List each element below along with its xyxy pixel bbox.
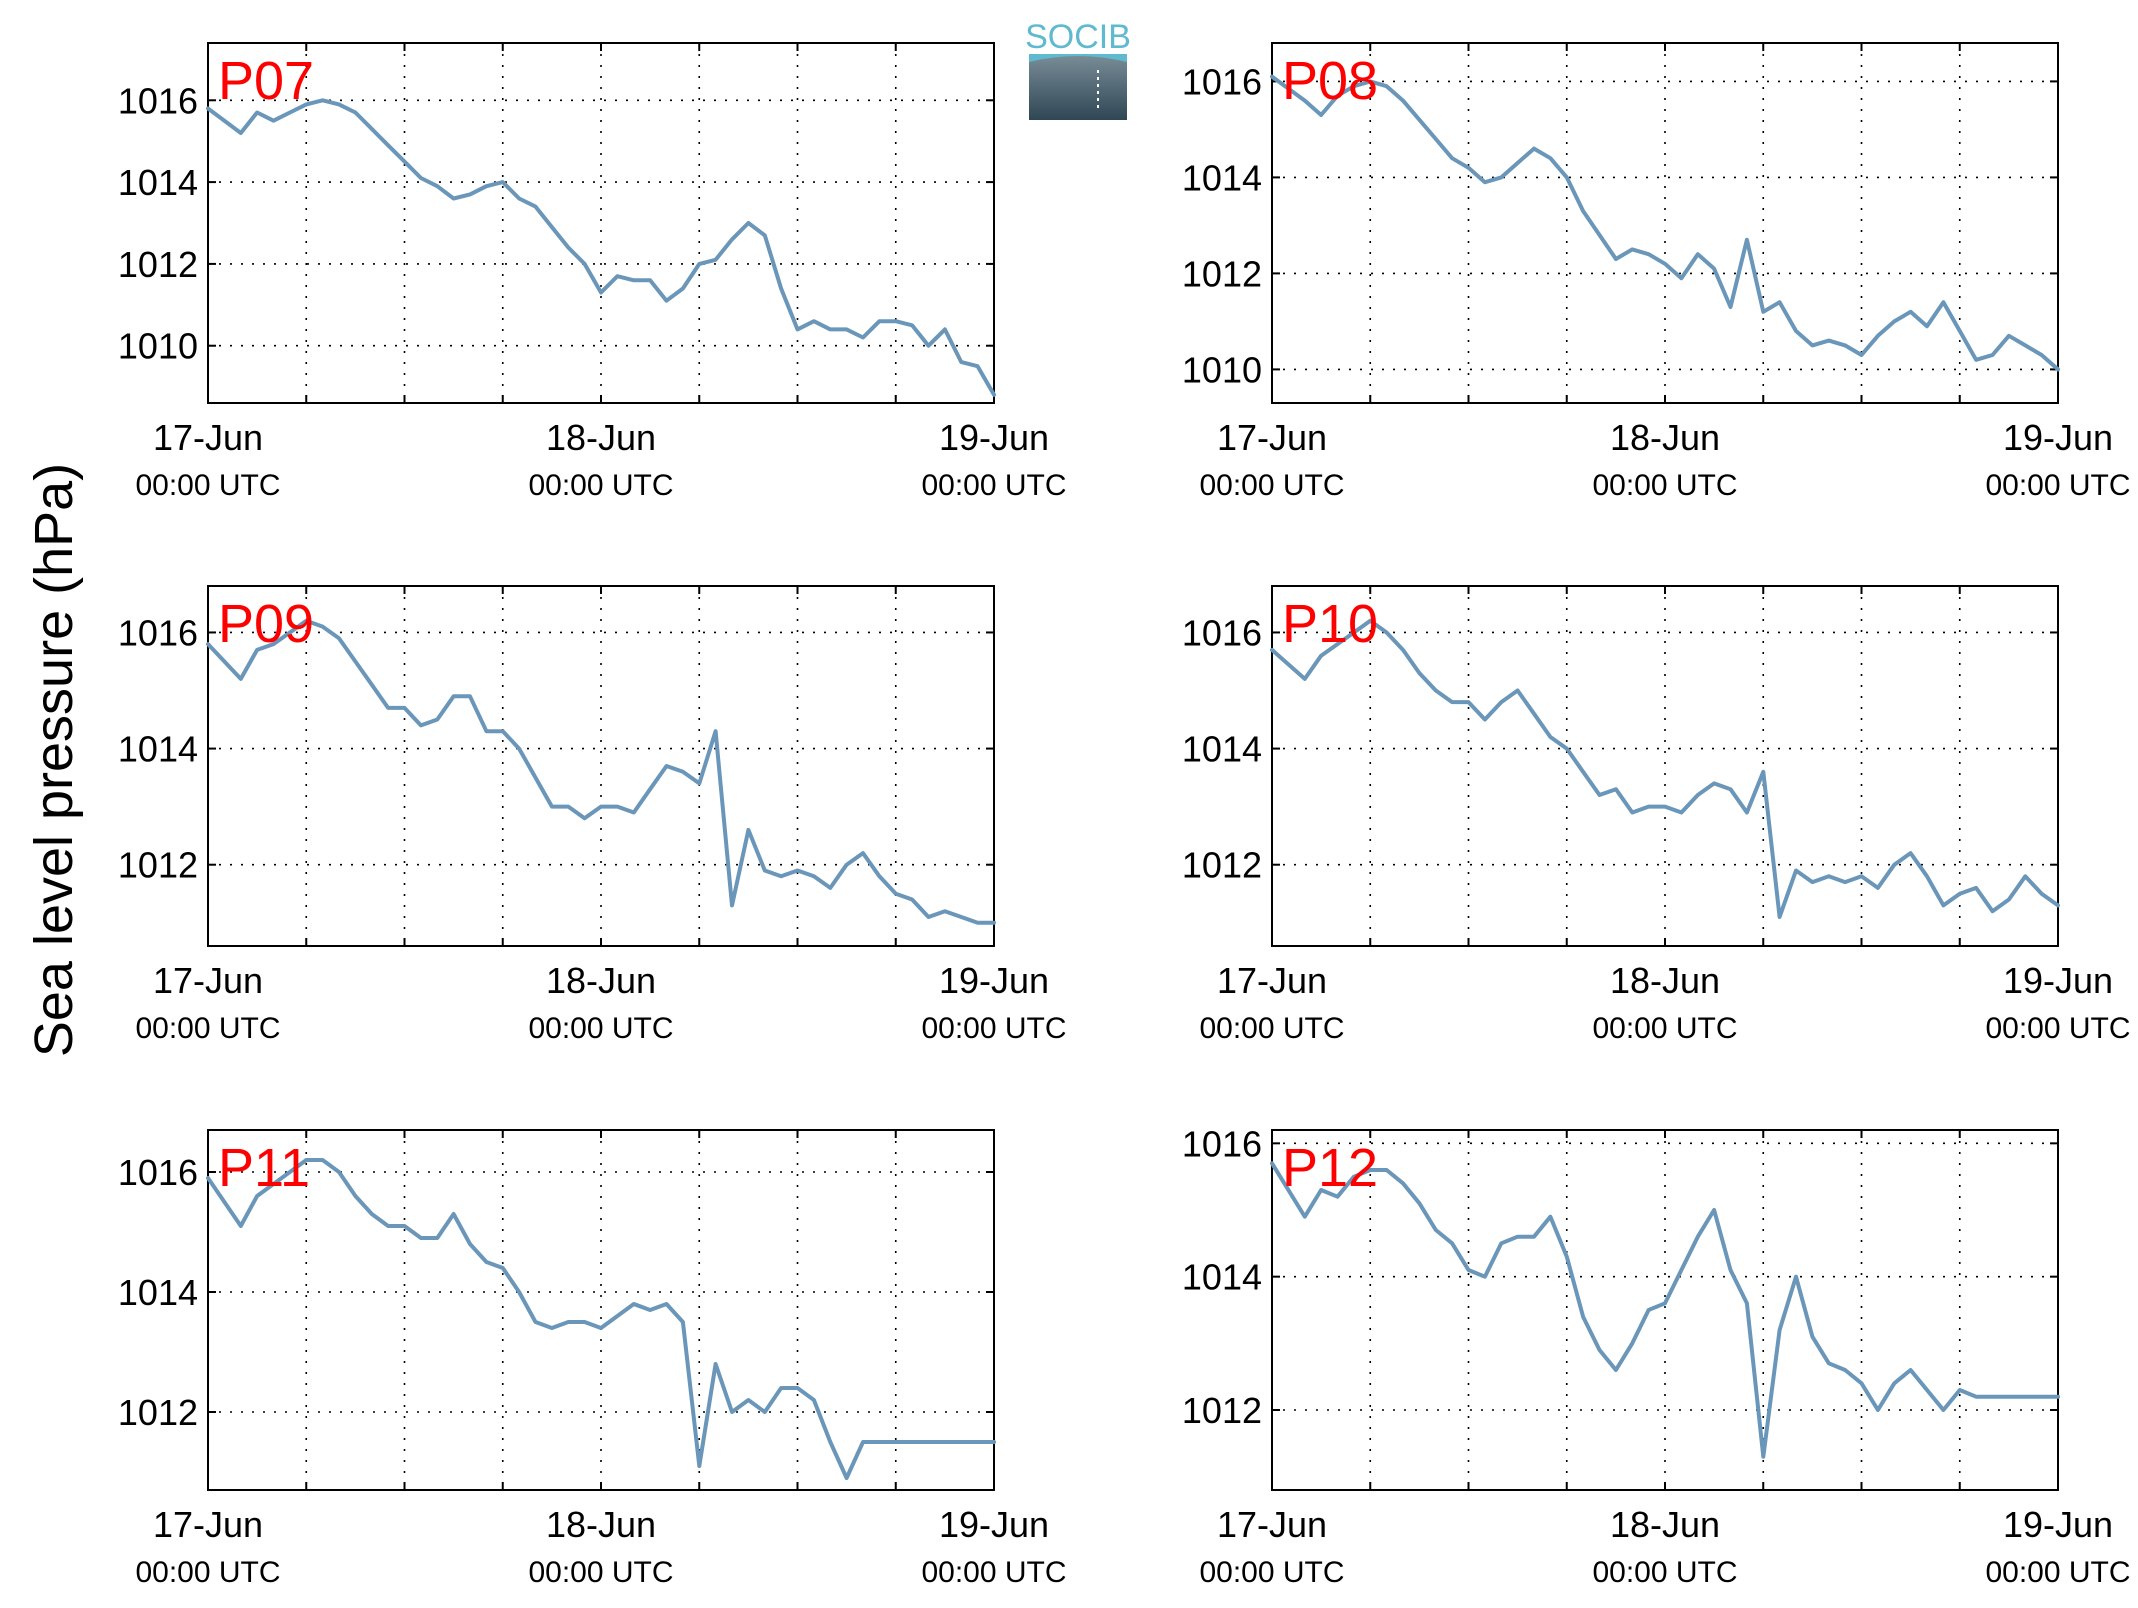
socib-logo: SOCIB (1025, 18, 1131, 120)
y-tick-label: 1014 (118, 1272, 198, 1313)
x-tick-label-time: 00:00 UTC (528, 469, 673, 502)
y-tick-label: 1010 (1182, 349, 1262, 390)
y-tick-label: 1014 (118, 162, 198, 203)
x-tick-label-date: 19-Jun (2003, 417, 2113, 458)
station-label: P11 (218, 1138, 310, 1198)
x-tick-label-time: 00:00 UTC (135, 1556, 280, 1589)
x-tick-label-date: 19-Jun (939, 1504, 1049, 1545)
y-tick-label: 1016 (1182, 61, 1262, 102)
x-tick-label-time: 00:00 UTC (1985, 469, 2130, 502)
x-tick-label-time: 00:00 UTC (1592, 1012, 1737, 1045)
x-tick-label-time: 00:00 UTC (921, 1556, 1066, 1589)
axes-frame (207, 585, 995, 947)
x-tick-label-date: 18-Jun (546, 960, 656, 1001)
y-tick-label: 1016 (1182, 612, 1262, 653)
x-tick-label-date: 17-Jun (1217, 960, 1327, 1001)
x-tick-label-time: 00:00 UTC (135, 469, 280, 502)
station-label: P08 (1282, 51, 1378, 111)
x-tick-label-date: 17-Jun (153, 960, 263, 1001)
x-tick-label-time: 00:00 UTC (1199, 1556, 1344, 1589)
x-tick-label-date: 17-Jun (1217, 1504, 1327, 1545)
series-line-p07 (206, 98, 996, 397)
x-tick-label-time: 00:00 UTC (921, 469, 1066, 502)
chart-panel-p12: 1012 1014 1016 17-Jun 00:00 UTC 18-Jun 00:00 U… (1182, 1123, 2131, 1589)
x-tick-label-time: 00:00 UTC (1592, 469, 1737, 502)
x-tick-label-date: 18-Jun (1610, 1504, 1720, 1545)
x-tick-label-time: 00:00 UTC (1985, 1012, 2130, 1045)
y-tick-label: 1014 (1182, 157, 1262, 198)
series-line-p10 (1270, 618, 2060, 919)
x-tick-label-time: 00:00 UTC (528, 1556, 673, 1589)
y-tick-label: 1012 (118, 1392, 198, 1433)
station-label: P10 (1282, 594, 1378, 654)
chart-panel-p09: 1012 1014 1016 17-Jun 00:00 UTC 18-Jun 00:00 U… (118, 585, 1067, 1045)
x-tick-label-time: 00:00 UTC (1199, 1012, 1344, 1045)
x-tick-label-time: 00:00 UTC (528, 1012, 673, 1045)
axes-frame (1271, 42, 2059, 404)
x-tick-label-date: 18-Jun (546, 1504, 656, 1545)
x-tick-label-date: 18-Jun (546, 417, 656, 458)
y-tick-label: 1016 (1182, 1123, 1262, 1164)
x-tick-label-date: 17-Jun (153, 417, 263, 458)
axes-frame (207, 1129, 995, 1491)
x-tick-label-date: 19-Jun (2003, 1504, 2113, 1545)
chart-panel-p07: 1010 1012 1014 1016 17-Jun 00:00 UTC 18-Jun 00:… (118, 42, 1067, 502)
y-tick-label: 1014 (118, 729, 198, 770)
series-line-p12 (1270, 1161, 2060, 1459)
series-line-p09 (206, 618, 996, 925)
x-tick-label-date: 18-Jun (1610, 960, 1720, 1001)
y-tick-label: 1016 (118, 612, 198, 653)
panels: 1010 1012 1014 1016 17-Jun 00:00 UTC 18-Jun 00:… (118, 42, 2131, 1589)
y-tick-label: 1012 (1182, 1390, 1262, 1431)
x-tick-label-date: 19-Jun (939, 960, 1049, 1001)
station-label: P07 (218, 51, 314, 111)
y-tick-label: 1016 (118, 1152, 198, 1193)
y-tick-label: 1012 (1182, 253, 1262, 294)
y-tick-label: 1014 (1182, 729, 1262, 770)
socib-logo-text: SOCIB (1025, 18, 1131, 56)
axes-frame (207, 42, 995, 404)
y-tick-label: 1012 (118, 244, 198, 285)
y-tick-label: 1012 (1182, 845, 1262, 886)
chart-panel-p08: 1010 1012 1014 1016 17-Jun 00:00 UTC 18-Jun 00:… (1182, 42, 2131, 502)
x-tick-label-date: 18-Jun (1610, 417, 1720, 458)
y-tick-label: 1010 (118, 326, 198, 367)
axes-frame (1271, 1129, 2059, 1491)
x-tick-label-date: 17-Jun (1217, 417, 1327, 458)
x-tick-label-time: 00:00 UTC (921, 1012, 1066, 1045)
station-label: P09 (218, 594, 314, 654)
y-tick-label: 1014 (1182, 1257, 1262, 1298)
x-tick-label-time: 00:00 UTC (1199, 469, 1344, 502)
chart-panel-p10: 1012 1014 1016 17-Jun 00:00 UTC 18-Jun 00:00 U… (1182, 585, 2131, 1045)
x-tick-label-date: 17-Jun (153, 1504, 263, 1545)
x-tick-label-time: 00:00 UTC (135, 1012, 280, 1045)
series-line-p11 (206, 1158, 996, 1480)
axes-frame (1271, 585, 2059, 947)
x-tick-label-time: 00:00 UTC (1985, 1556, 2130, 1589)
x-tick-label-time: 00:00 UTC (1592, 1556, 1737, 1589)
x-tick-label-date: 19-Jun (939, 417, 1049, 458)
y-tick-label: 1016 (118, 80, 198, 121)
series-line-p08 (1270, 74, 2060, 372)
y-axis-label: Sea level pressure (hPa) (24, 463, 84, 1057)
station-label: P12 (1282, 1138, 1378, 1198)
y-tick-label: 1012 (118, 845, 198, 886)
chart-panel-p11: 1012 1014 1016 17-Jun 00:00 UTC 18-Jun 00:00 U… (118, 1129, 1067, 1589)
x-tick-label-date: 19-Jun (2003, 960, 2113, 1001)
